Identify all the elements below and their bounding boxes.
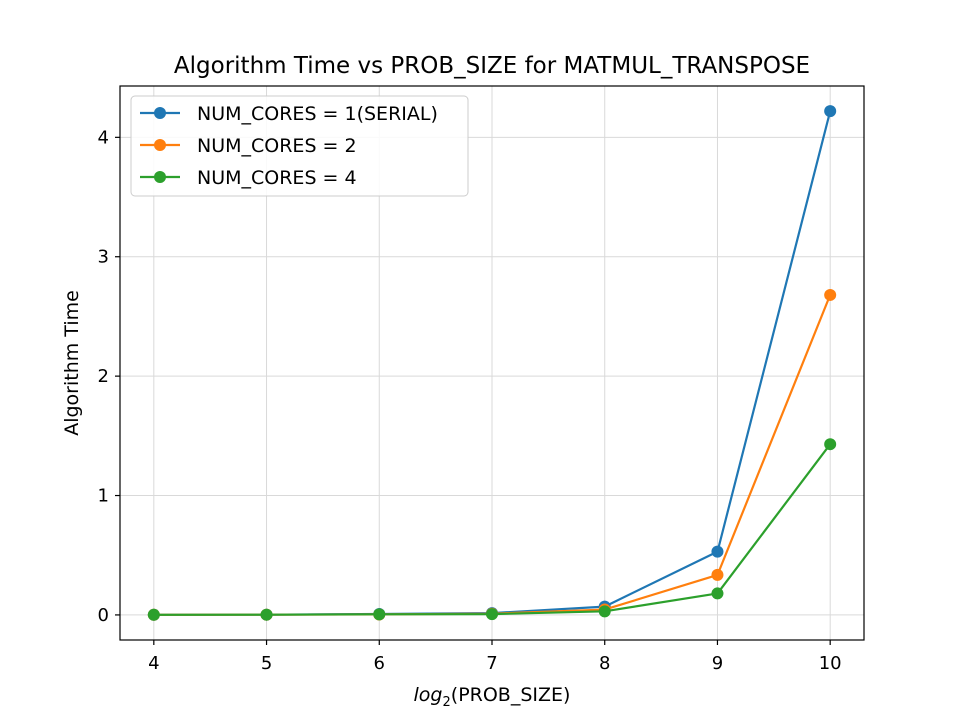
data-point (711, 545, 724, 558)
axis-ticks: 4 5 6 7 8 9 10 0 1 2 3 4 (98, 127, 842, 674)
legend-entry: NUM_CORES = 1(SERIAL) (140, 103, 438, 125)
legend-entry: NUM_CORES = 4 (140, 167, 357, 189)
legend-label: NUM_CORES = 4 (197, 167, 357, 189)
legend-label: NUM_CORES = 1(SERIAL) (197, 103, 438, 125)
x-tick-label: 6 (374, 653, 385, 674)
legend-swatch-marker (154, 107, 166, 119)
data-point (824, 288, 837, 301)
x-tick-label: 8 (599, 653, 610, 674)
y-tick-label: 0 (98, 605, 109, 626)
data-point (824, 105, 837, 118)
x-tick-label: 4 (148, 653, 159, 674)
data-point (598, 605, 611, 618)
legend-label: NUM_CORES = 2 (197, 135, 357, 157)
y-tick-label: 2 (98, 366, 109, 387)
legend: NUM_CORES = 1(SERIAL) NUM_CORES = 2 NUM_CO… (130, 95, 469, 197)
y-tick-label: 4 (98, 127, 109, 148)
x-tick-label: 7 (486, 653, 497, 674)
x-tick-label: 9 (712, 653, 723, 674)
y-tick-label: 1 (98, 486, 109, 507)
chart-title: Algorithm Time vs PROB_SIZE for MATMUL_T… (174, 53, 810, 79)
x-tick-label: 5 (261, 653, 272, 674)
x-axis-label: log2(PROB_SIZE) (414, 684, 571, 710)
data-point (147, 608, 160, 621)
data-point (711, 587, 724, 600)
legend-swatch-marker (154, 171, 166, 183)
series-layer (147, 105, 837, 621)
legend-entry: NUM_CORES = 2 (140, 135, 357, 157)
legend-box (130, 95, 469, 197)
data-point (486, 608, 498, 621)
data-point (824, 438, 837, 451)
data-point (711, 568, 724, 581)
y-tick-label: 3 (98, 247, 109, 268)
y-axis-label: Algorithm Time (61, 290, 83, 436)
legend-swatch-marker (154, 139, 166, 151)
data-point (260, 608, 273, 621)
x-tick-label: 10 (819, 653, 842, 674)
data-point (373, 608, 386, 621)
series-3 (147, 438, 837, 621)
